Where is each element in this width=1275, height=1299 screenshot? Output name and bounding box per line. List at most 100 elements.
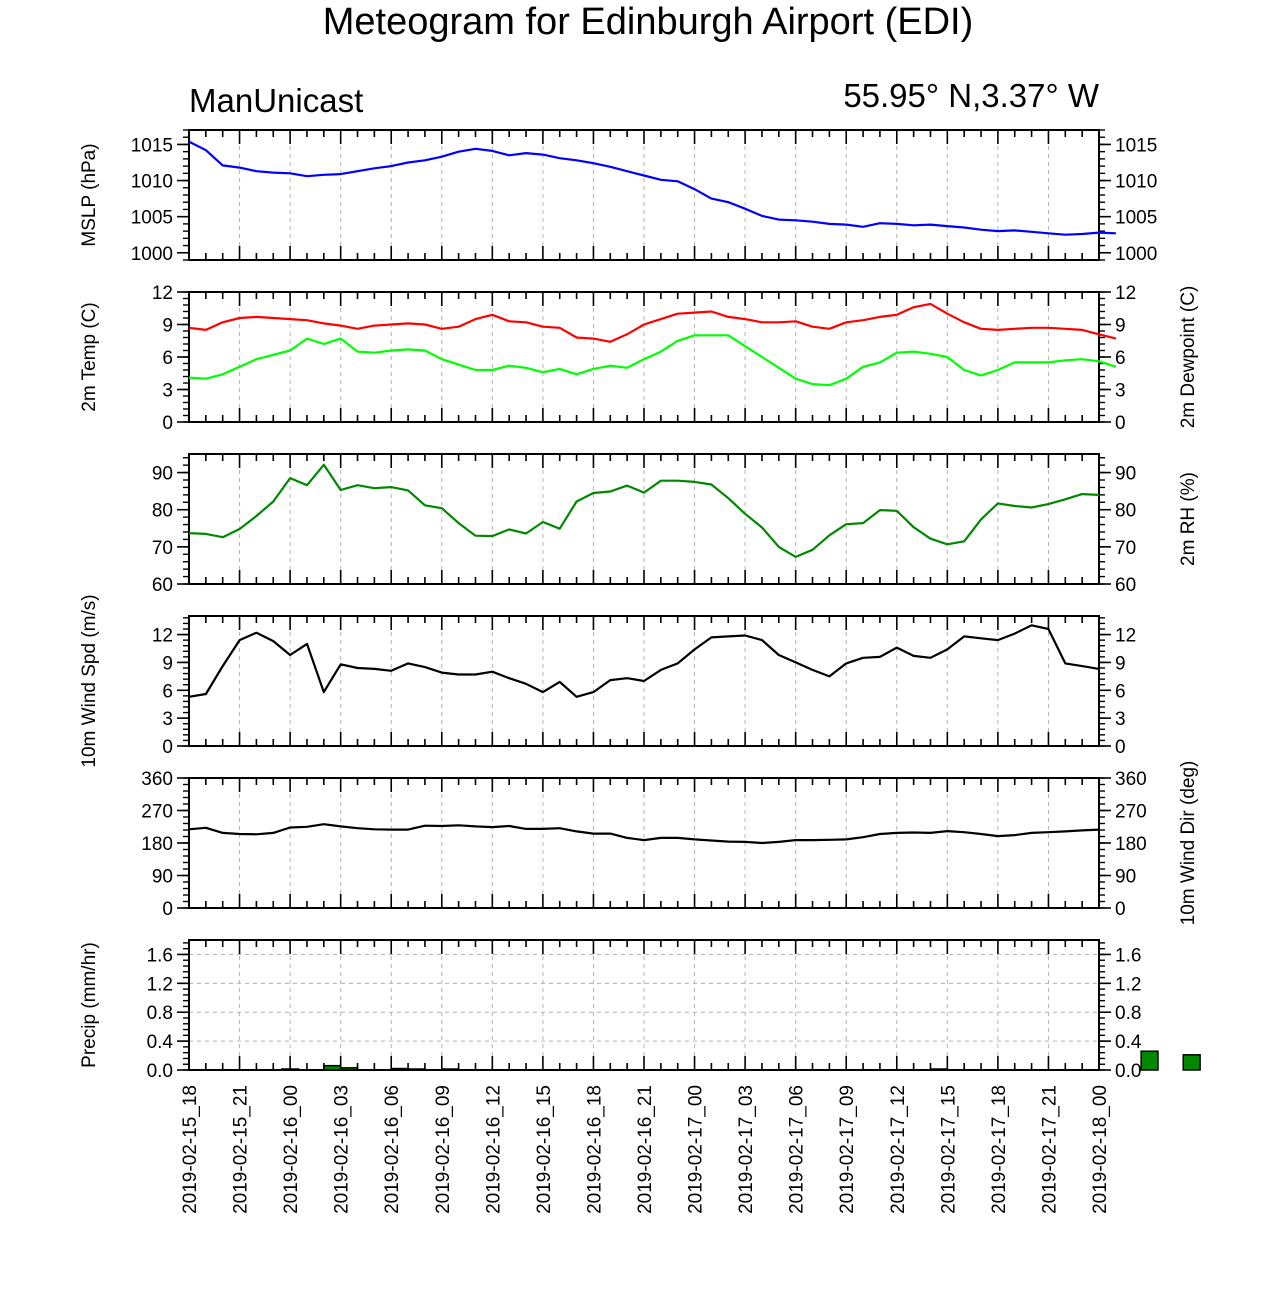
location-label: 55.95° N,3.37° W xyxy=(843,77,1100,114)
y-tick-label: 1005 xyxy=(1115,208,1157,229)
precip-bar xyxy=(1182,1054,1201,1071)
y-tick-label: 0.0 xyxy=(147,1061,173,1082)
y-tick-label: 360 xyxy=(1115,769,1147,790)
y-tick-label: 1015 xyxy=(1115,135,1157,156)
x-tick-label: 2019-02-17_15 xyxy=(938,1085,959,1214)
x-tick-label: 2019-02-16_12 xyxy=(483,1085,504,1214)
precip-bar xyxy=(390,1067,409,1071)
y-tick-label: 0 xyxy=(1115,737,1126,758)
precip-bar xyxy=(441,1068,460,1071)
y-axis-label-right: 2m Dewpoint (C) xyxy=(1178,286,1199,429)
precip-bar xyxy=(929,1068,949,1071)
series-line-dewpoint xyxy=(188,334,1117,387)
y-tick-label: 6 xyxy=(1115,348,1126,369)
y-tick-label: 90 xyxy=(1115,464,1136,485)
y-axis-label-left: 10m Wind Spd (m/s) xyxy=(79,594,100,767)
y-tick-label: 1.6 xyxy=(147,945,173,966)
y-tick-label: 180 xyxy=(1115,834,1147,855)
y-tick-label: 3 xyxy=(162,381,173,402)
y-tick-label: 90 xyxy=(152,867,173,888)
y-tick-label: 80 xyxy=(152,501,173,522)
precip-bar xyxy=(407,1068,426,1071)
series-line-rh xyxy=(188,463,1100,559)
y-tick-label: 9 xyxy=(1115,653,1126,674)
y-tick-label: 270 xyxy=(1115,802,1147,823)
chart-title: Meteogram for Edinburgh Airport (EDI) xyxy=(323,1,974,43)
y-tick-label: 70 xyxy=(1115,538,1136,559)
y-tick-label: 1010 xyxy=(131,172,173,193)
panel-wind_dir: 0 0 90 90 180 180 270 270 360 360 10m Wind Dir (de… xyxy=(141,761,1199,926)
panel-rh: 60 60 70 70 80 80 90 90 2m RH (%) xyxy=(152,453,1199,596)
x-tick-label: 2019-02-17_00 xyxy=(686,1085,707,1214)
y-axis-label-left: Precip (mm/hr) xyxy=(79,942,100,1068)
panel-precip: 0.0 0.0 0.4 0.4 0.8 0.8 1.2 1.2 1.6 1.6 Precip (mm… xyxy=(79,939,1201,1082)
y-tick-label: 360 xyxy=(141,769,173,790)
y-tick-label: 12 xyxy=(1115,283,1136,304)
x-tick-label: 2019-02-15_18 xyxy=(180,1085,201,1214)
y-tick-label: 1000 xyxy=(131,244,173,265)
x-tick-label: 2019-02-17_06 xyxy=(787,1085,808,1214)
series-line-wind_dir xyxy=(188,823,1100,845)
y-tick-label: 0.0 xyxy=(1115,1061,1141,1082)
panel-wind_speed: 0 0 3 3 6 6 9 9 12 12 10m Wind Spd (m/s) xyxy=(79,594,1136,767)
x-tick-label: 2019-02-16_06 xyxy=(382,1085,403,1214)
y-tick-label: 90 xyxy=(152,464,173,485)
x-tick-label: 2019-02-16_18 xyxy=(584,1085,605,1214)
y-tick-label: 270 xyxy=(141,802,173,823)
y-tick-label: 1.2 xyxy=(147,974,173,995)
y-tick-label: 180 xyxy=(141,834,173,855)
y-tick-label: 1005 xyxy=(131,208,173,229)
y-tick-label: 3 xyxy=(1115,709,1126,730)
series-line-temp xyxy=(188,302,1117,343)
x-tick-label: 2019-02-16_21 xyxy=(635,1085,656,1214)
y-tick-label: 12 xyxy=(152,626,173,647)
y-tick-label: 80 xyxy=(1115,501,1136,522)
y-tick-label: 9 xyxy=(162,316,173,337)
y-tick-label: 0 xyxy=(162,899,173,920)
x-tick-label: 2019-02-17_09 xyxy=(837,1085,858,1214)
y-tick-label: 0.8 xyxy=(1115,1003,1141,1024)
y-tick-label: 1015 xyxy=(131,135,173,156)
x-tick-label: 2019-02-16_09 xyxy=(433,1085,454,1214)
x-tick-label: 2019-02-16_15 xyxy=(534,1085,555,1214)
y-tick-label: 0.4 xyxy=(1115,1032,1142,1053)
precip-bar xyxy=(323,1064,342,1071)
y-tick-label: 60 xyxy=(1115,575,1136,596)
y-tick-label: 6 xyxy=(162,348,173,369)
x-tick-label: 2019-02-17_03 xyxy=(736,1085,757,1214)
y-tick-label: 1010 xyxy=(1115,172,1157,193)
x-axis: 2019-02-15_18 2019-02-15_21 2019-02-16_00 2… xyxy=(180,1085,1111,1214)
series-line-mslp xyxy=(188,140,1116,236)
precip-bar xyxy=(339,1067,359,1071)
y-tick-label: 0.8 xyxy=(147,1003,173,1024)
y-tick-label: 1.2 xyxy=(1115,974,1141,995)
y-tick-label: 60 xyxy=(152,575,173,596)
x-tick-label: 2019-02-18_00 xyxy=(1090,1085,1111,1214)
y-tick-label: 6 xyxy=(1115,681,1126,702)
y-tick-label: 6 xyxy=(162,681,173,702)
y-tick-label: 70 xyxy=(152,538,173,559)
panel-temp_dewpoint: 0 0 3 3 6 6 9 9 12 12 2m Temp (C) 2m Dewpoint (C) xyxy=(79,283,1199,434)
precip-bar xyxy=(280,1068,300,1071)
y-tick-label: 3 xyxy=(162,709,173,730)
y-axis-label-right: 10m Wind Dir (deg) xyxy=(1178,761,1199,926)
y-tick-label: 0 xyxy=(1115,413,1126,434)
x-tick-label: 2019-02-15_21 xyxy=(231,1085,252,1214)
y-tick-label: 0 xyxy=(162,737,173,758)
y-tick-label: 9 xyxy=(1115,316,1126,337)
x-tick-label: 2019-02-16_00 xyxy=(281,1085,302,1214)
precip-bar xyxy=(1140,1050,1159,1071)
x-tick-label: 2019-02-17_21 xyxy=(1039,1085,1060,1214)
y-tick-label: 3 xyxy=(1115,381,1126,402)
y-tick-label: 90 xyxy=(1115,867,1136,888)
y-tick-label: 12 xyxy=(152,283,173,304)
x-tick-label: 2019-02-16_03 xyxy=(332,1085,353,1214)
x-tick-label: 2019-02-17_12 xyxy=(888,1085,909,1214)
x-tick-label: 2019-02-17_18 xyxy=(989,1085,1010,1214)
y-tick-label: 0 xyxy=(1115,899,1126,920)
y-axis-label-right: 2m RH (%) xyxy=(1178,472,1199,566)
y-tick-label: 9 xyxy=(162,653,173,674)
model-label: ManUnicast xyxy=(189,82,363,119)
panel-mslp: 1000 1000 1005 1005 1010 1010 1015 1015 MSLP (hP… xyxy=(79,129,1157,265)
y-tick-label: 0.4 xyxy=(147,1032,174,1053)
